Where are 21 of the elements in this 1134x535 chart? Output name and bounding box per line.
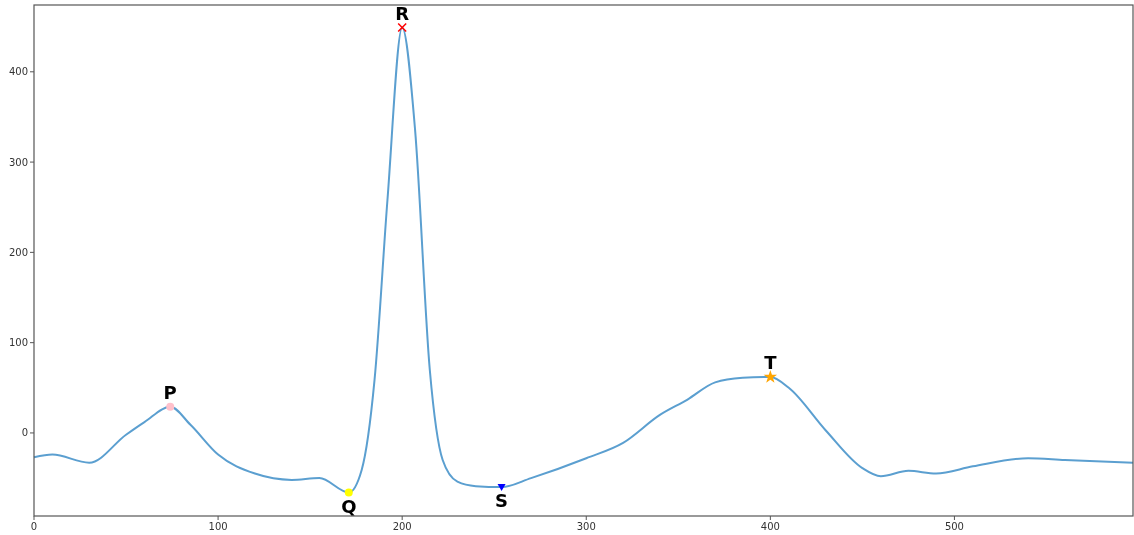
- x-tick-label: 400: [760, 521, 780, 532]
- x-tick-label: 500: [944, 521, 964, 532]
- x-tick-label: 0: [30, 521, 38, 532]
- y-tick-label: 0: [21, 427, 28, 439]
- point: [344, 488, 353, 497]
- annotation: R: [395, 2, 410, 24]
- y-tick-label: 400: [8, 66, 28, 78]
- x-tick-label: 300: [576, 521, 596, 532]
- x-tick-label: 200: [392, 521, 412, 532]
- y-tick-label: 100: [8, 337, 28, 349]
- y-tick-label: 300: [8, 156, 28, 168]
- y-tick-label: 200: [8, 246, 28, 258]
- annotation: P: [163, 381, 177, 403]
- point: [763, 369, 778, 383]
- point: [497, 483, 506, 492]
- point: [166, 402, 175, 411]
- annotation: T: [764, 351, 778, 373]
- x-tick-label: 100: [208, 521, 228, 532]
- annotation: Q: [341, 495, 357, 517]
- annotation: S: [495, 490, 509, 512]
- point: [397, 22, 407, 33]
